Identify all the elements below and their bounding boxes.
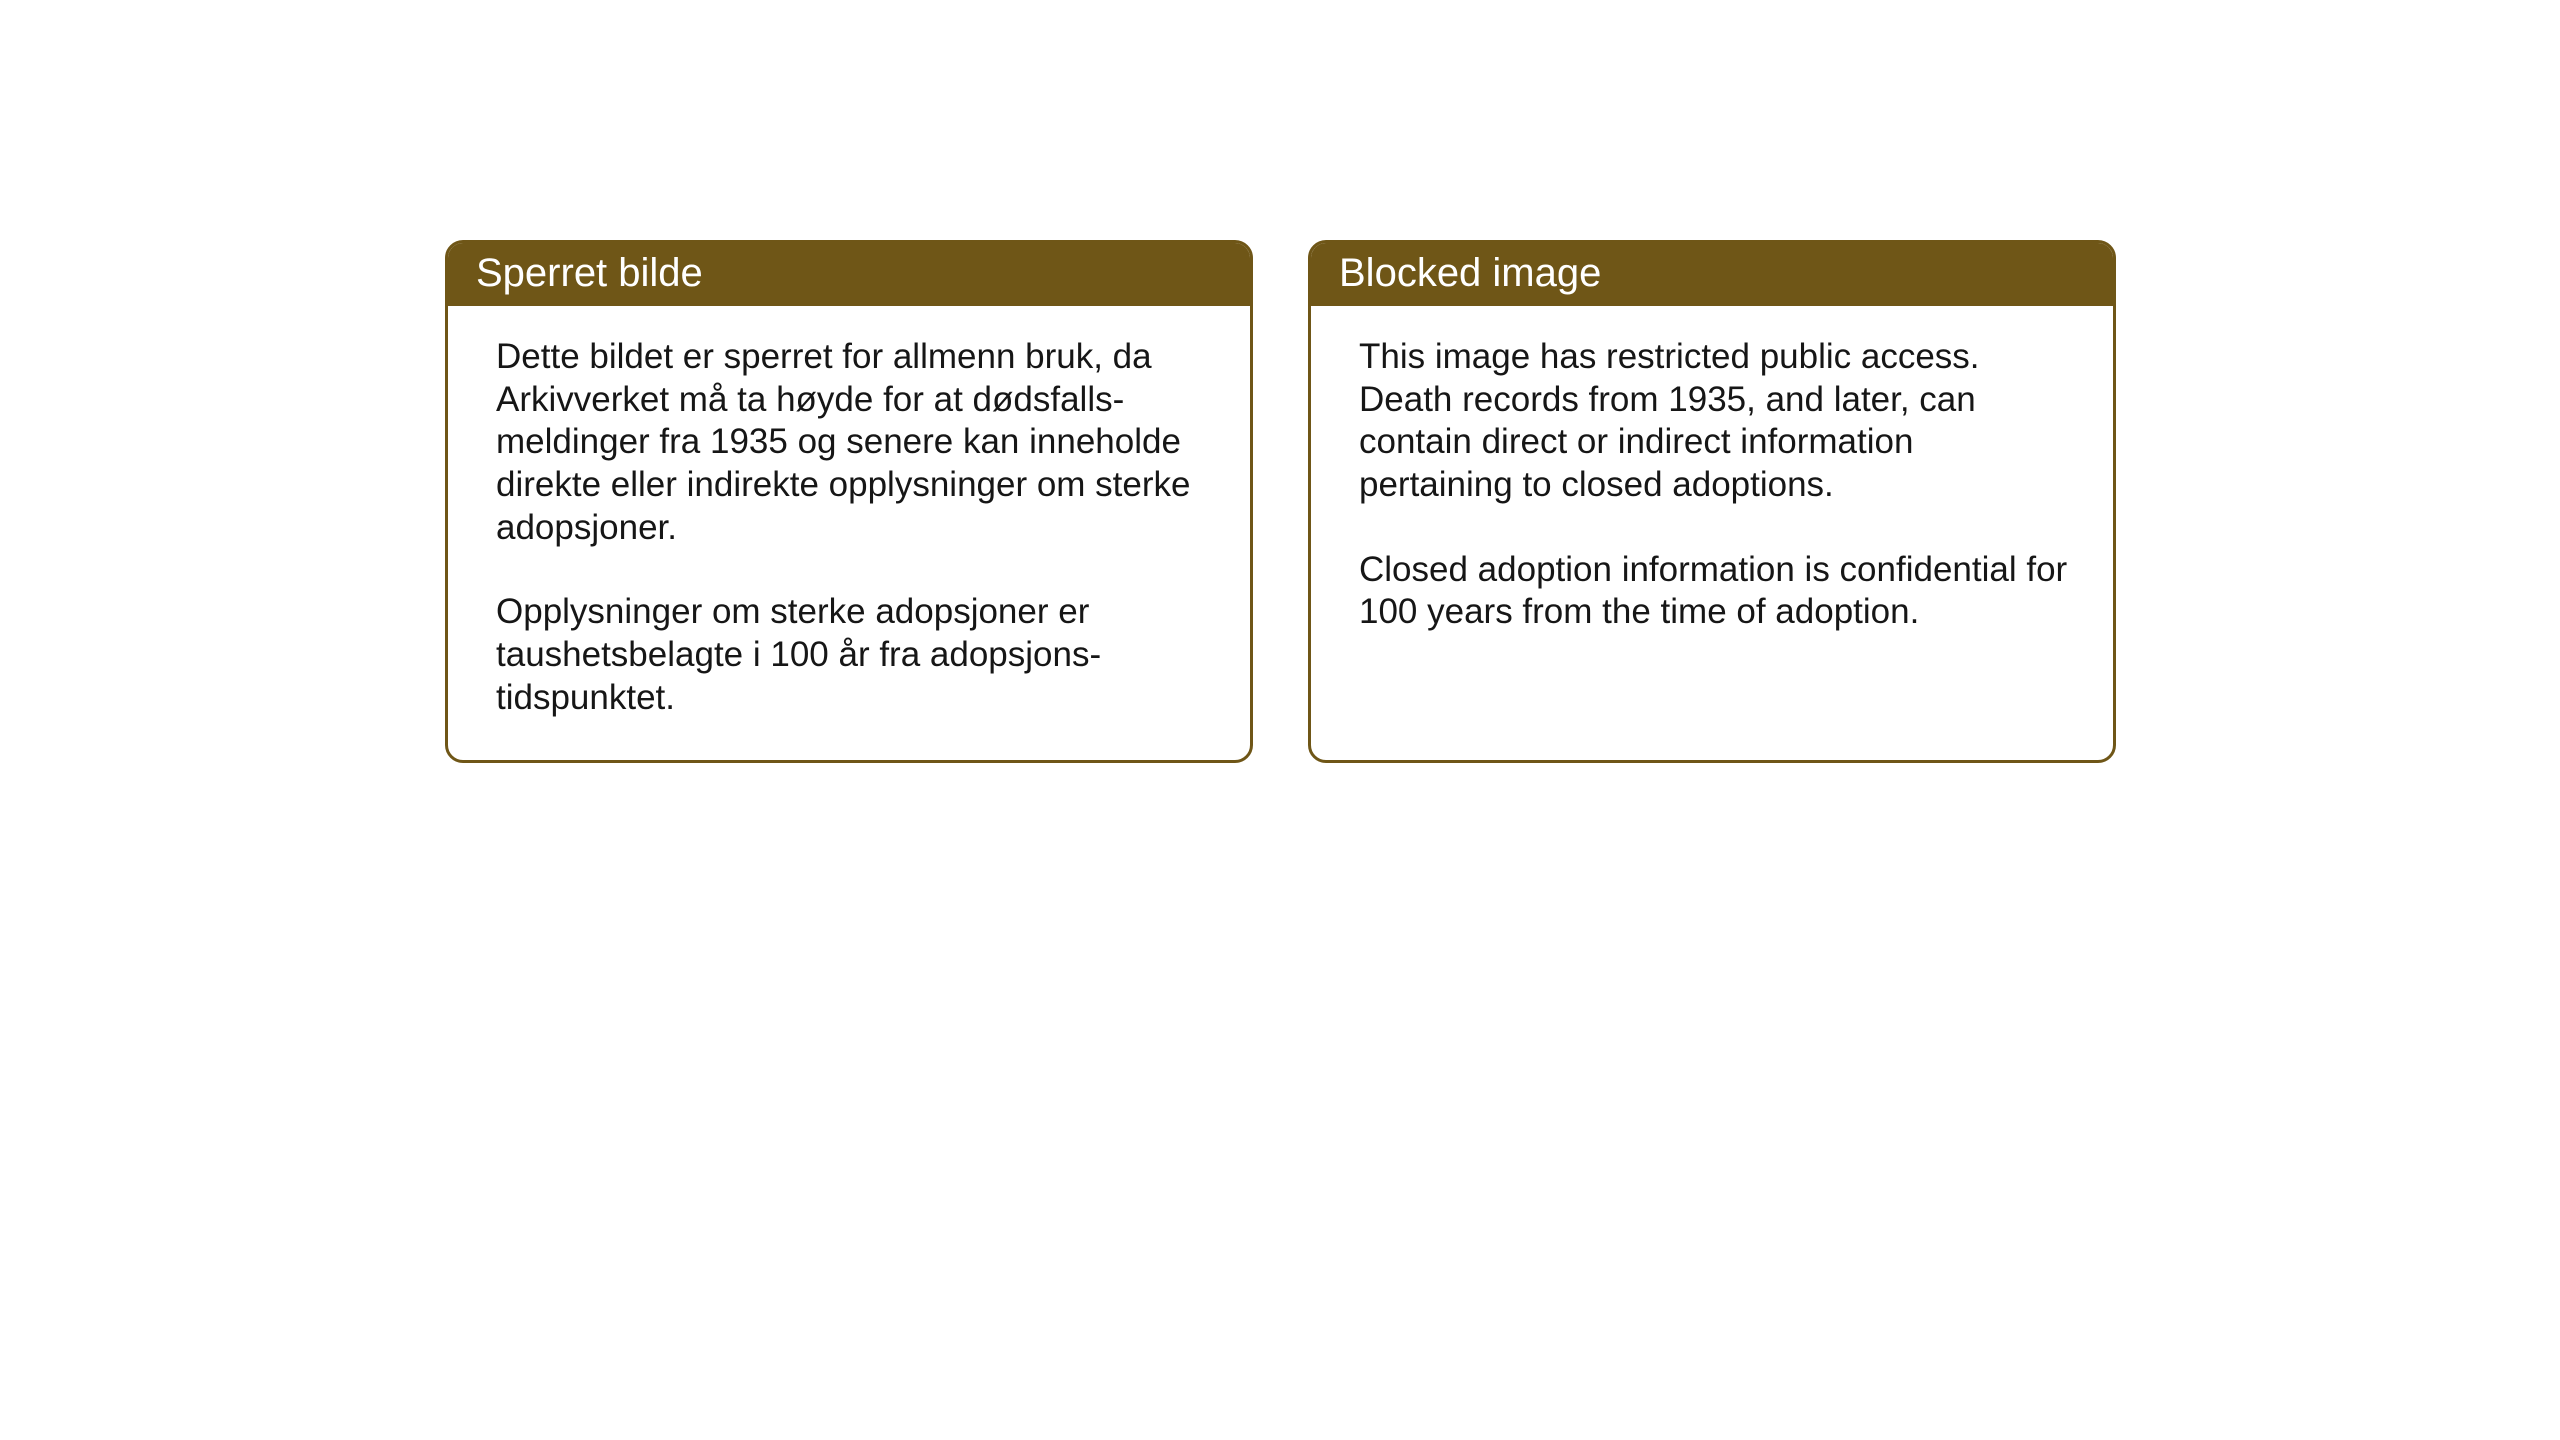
card-header-english: Blocked image <box>1311 243 2113 306</box>
notice-card-norwegian: Sperret bilde Dette bildet er sperret fo… <box>445 240 1253 763</box>
card-header-norwegian: Sperret bilde <box>448 243 1250 306</box>
notice-card-english: Blocked image This image has restricted … <box>1308 240 2116 763</box>
paragraph-norwegian-2: Opplysninger om sterke adopsjoner er tau… <box>496 591 1212 719</box>
card-title-english: Blocked image <box>1339 251 1601 295</box>
notice-container: Sperret bilde Dette bildet er sperret fo… <box>445 240 2116 763</box>
paragraph-english-2: Closed adoption information is confident… <box>1359 549 2075 634</box>
card-body-english: This image has restricted public access.… <box>1311 306 2113 674</box>
paragraph-english-1: This image has restricted public access.… <box>1359 336 2075 507</box>
paragraph-norwegian-1: Dette bildet er sperret for allmenn bruk… <box>496 336 1212 549</box>
card-body-norwegian: Dette bildet er sperret for allmenn bruk… <box>448 306 1250 760</box>
card-title-norwegian: Sperret bilde <box>476 251 703 295</box>
